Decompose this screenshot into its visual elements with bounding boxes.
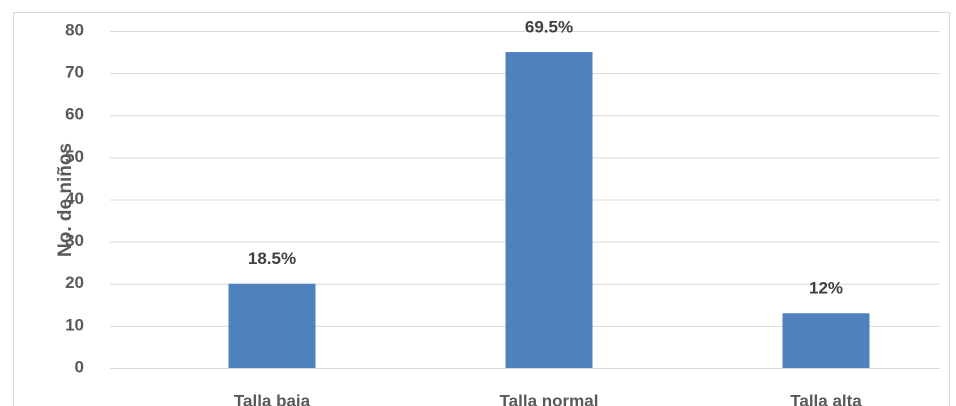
bar — [228, 283, 316, 368]
bar-annotation: 12% — [809, 279, 843, 298]
y-tick-label: 70 — [65, 63, 84, 82]
bar-annotation: 69.5% — [525, 18, 573, 37]
y-tick-label: 30 — [65, 231, 84, 250]
y-tick-label: 50 — [65, 147, 84, 166]
x-tick-label: Talla baja — [234, 391, 311, 406]
y-tick-label: 80 — [65, 20, 84, 39]
bar-annotation: 18.5% — [248, 249, 296, 268]
x-tick-label: Talla alta — [790, 391, 862, 406]
y-tick-label: 20 — [65, 273, 84, 292]
y-tick-label: 10 — [65, 315, 84, 334]
y-tick-label: 0 — [75, 357, 84, 376]
bar — [505, 52, 593, 368]
y-tick-label: 60 — [65, 105, 84, 124]
x-tick-label: Talla normal — [500, 391, 599, 406]
bar — [782, 313, 870, 368]
y-tick-label: 40 — [65, 189, 84, 208]
y-axis-label: No. de niños — [55, 143, 76, 257]
chart-border — [13, 12, 950, 406]
